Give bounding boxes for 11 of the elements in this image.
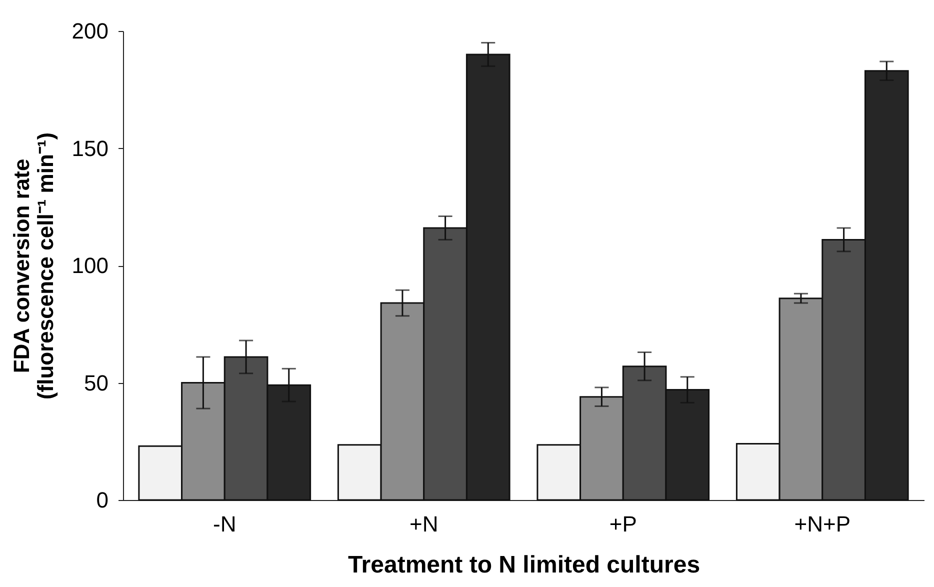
x-tick-label: +N (410, 512, 438, 536)
y-tick-label: 50 (84, 370, 108, 396)
y-tick-label: 0 (96, 488, 108, 512)
y-axis-title: FDA conversion rate (fluorescence cell⁻¹ min⁻¹) (8, 132, 58, 400)
x-tick-label: +N+P (794, 512, 851, 536)
x-tick-label: +P (609, 512, 637, 536)
y-tick-label: 150 (72, 136, 108, 161)
x-axis-title: Treatment to N limited cultures (348, 552, 700, 578)
y-tick-label: 100 (72, 253, 108, 278)
y-tick-label: 200 (72, 18, 108, 44)
x-tick-label: -N (213, 512, 236, 536)
